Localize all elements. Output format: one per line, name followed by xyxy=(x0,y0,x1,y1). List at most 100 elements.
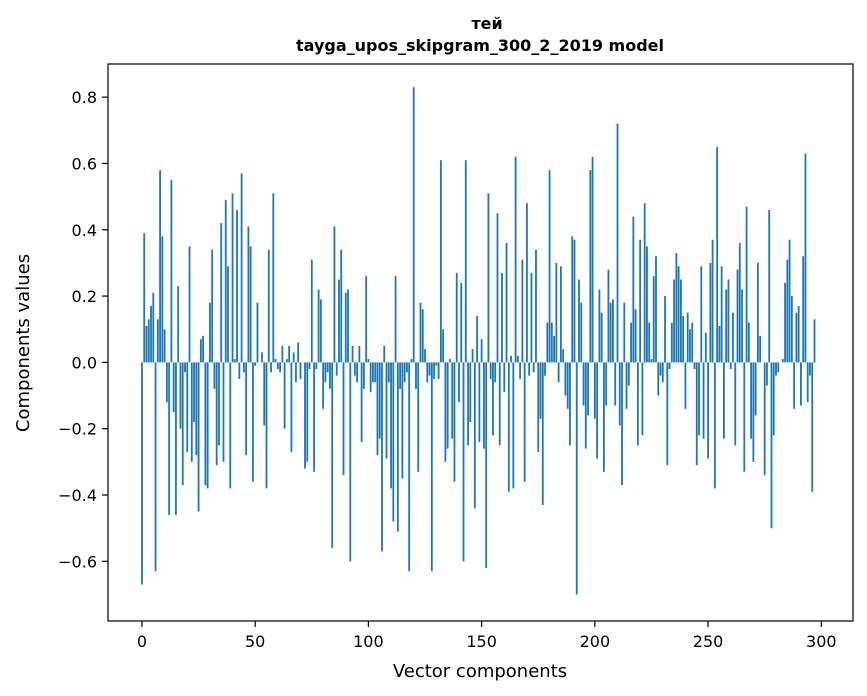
bar-290 xyxy=(797,306,800,363)
bar-217 xyxy=(632,216,635,363)
bar-144 xyxy=(467,362,469,446)
bar-73 xyxy=(306,362,309,462)
bar-53 xyxy=(261,352,263,363)
bar-47 xyxy=(247,226,250,363)
bar-273 xyxy=(759,335,762,363)
bar-30 xyxy=(208,302,211,363)
bar-173 xyxy=(532,362,535,373)
bar-129 xyxy=(433,362,435,379)
bar-186 xyxy=(562,349,565,363)
bar-141 xyxy=(460,282,463,363)
bar-188 xyxy=(566,362,569,409)
bar-243 xyxy=(691,322,694,363)
bar-280 xyxy=(775,362,777,376)
bar-210 xyxy=(616,123,619,363)
bar-55 xyxy=(265,362,268,489)
bar-133 xyxy=(442,329,445,363)
bar-103 xyxy=(374,362,377,383)
bar-19 xyxy=(184,362,186,373)
bar-15 xyxy=(175,362,177,515)
y-axis-ticks: −0.6 −0.4 −0.2 0.0 0.2 0.4 0.6 0.8 xyxy=(58,88,108,571)
bar-240 xyxy=(684,362,687,409)
bar-212 xyxy=(621,362,623,486)
bar-193 xyxy=(578,279,580,363)
bar-63 xyxy=(283,362,286,429)
x-axis-ticks: 0 50 100 150 200 250 300 xyxy=(137,621,837,651)
y-tick-label: −0.4 xyxy=(58,486,97,505)
bar-156 xyxy=(494,362,497,383)
bar-140 xyxy=(458,362,460,403)
bar-270 xyxy=(752,362,755,462)
bar-241 xyxy=(686,312,689,363)
bar-31 xyxy=(211,249,214,363)
bar-218 xyxy=(634,309,637,363)
bar-87 xyxy=(338,279,340,363)
bar-163 xyxy=(510,355,512,363)
bar-46 xyxy=(245,362,248,456)
bar-263 xyxy=(736,269,739,363)
bar-204 xyxy=(603,362,605,472)
bar-257 xyxy=(723,362,725,439)
y-tick-label: 0.8 xyxy=(72,88,97,107)
bar-104 xyxy=(376,362,379,456)
bar-50 xyxy=(254,362,257,366)
bar-265 xyxy=(741,289,743,363)
bar-199 xyxy=(591,156,594,363)
bar-166 xyxy=(516,355,519,363)
bar-258 xyxy=(725,289,728,363)
bar-167 xyxy=(519,362,522,379)
bar-12 xyxy=(168,362,171,515)
bar-146 xyxy=(471,349,474,363)
bar-113 xyxy=(396,362,399,532)
bar-37 xyxy=(224,199,227,363)
bar-185 xyxy=(559,266,562,363)
bar-0 xyxy=(141,362,143,585)
bar-279 xyxy=(772,362,775,436)
bar-201 xyxy=(596,362,599,459)
bar-100 xyxy=(367,359,370,363)
bar-17 xyxy=(179,362,182,429)
bar-81 xyxy=(324,362,327,383)
bar-162 xyxy=(507,362,510,492)
bar-108 xyxy=(385,362,388,459)
bar-289 xyxy=(795,312,798,363)
bar-110 xyxy=(390,362,392,489)
bar-91 xyxy=(347,289,349,363)
bar-200 xyxy=(593,362,596,419)
bar-228 xyxy=(657,362,660,396)
bar-11 xyxy=(165,362,168,403)
bar-293 xyxy=(804,153,807,363)
bar-195 xyxy=(582,362,585,406)
bar-109 xyxy=(387,362,390,383)
bar-70 xyxy=(299,362,302,379)
bar-286 xyxy=(788,239,791,363)
bar-231 xyxy=(664,296,666,363)
bar-64 xyxy=(285,359,288,363)
bar-90 xyxy=(344,292,347,363)
bar-168 xyxy=(521,259,524,363)
bar-123 xyxy=(419,302,422,363)
bar-60 xyxy=(276,362,279,370)
bar-130 xyxy=(435,362,438,366)
bar-275 xyxy=(763,362,766,476)
bar-202 xyxy=(598,289,601,363)
bar-283 xyxy=(781,359,784,363)
bar-271 xyxy=(754,362,757,416)
chart-subtitle: tayga_upos_skipgram_300_2_2019 model xyxy=(296,36,664,55)
bar-40 xyxy=(231,193,234,363)
bar-277 xyxy=(768,209,771,363)
y-tick-label: 0.4 xyxy=(72,221,97,240)
bar-136 xyxy=(449,359,451,363)
bar-124 xyxy=(421,309,424,363)
bar-112 xyxy=(394,276,397,363)
bar-138 xyxy=(453,362,456,482)
x-tick-label: 50 xyxy=(245,632,265,651)
bar-250 xyxy=(707,362,709,459)
bar-238 xyxy=(680,279,682,363)
bar-247 xyxy=(700,266,703,363)
bar-189 xyxy=(569,362,571,446)
bar-221 xyxy=(641,362,644,436)
bar-8 xyxy=(159,170,161,363)
bar-264 xyxy=(738,243,741,363)
